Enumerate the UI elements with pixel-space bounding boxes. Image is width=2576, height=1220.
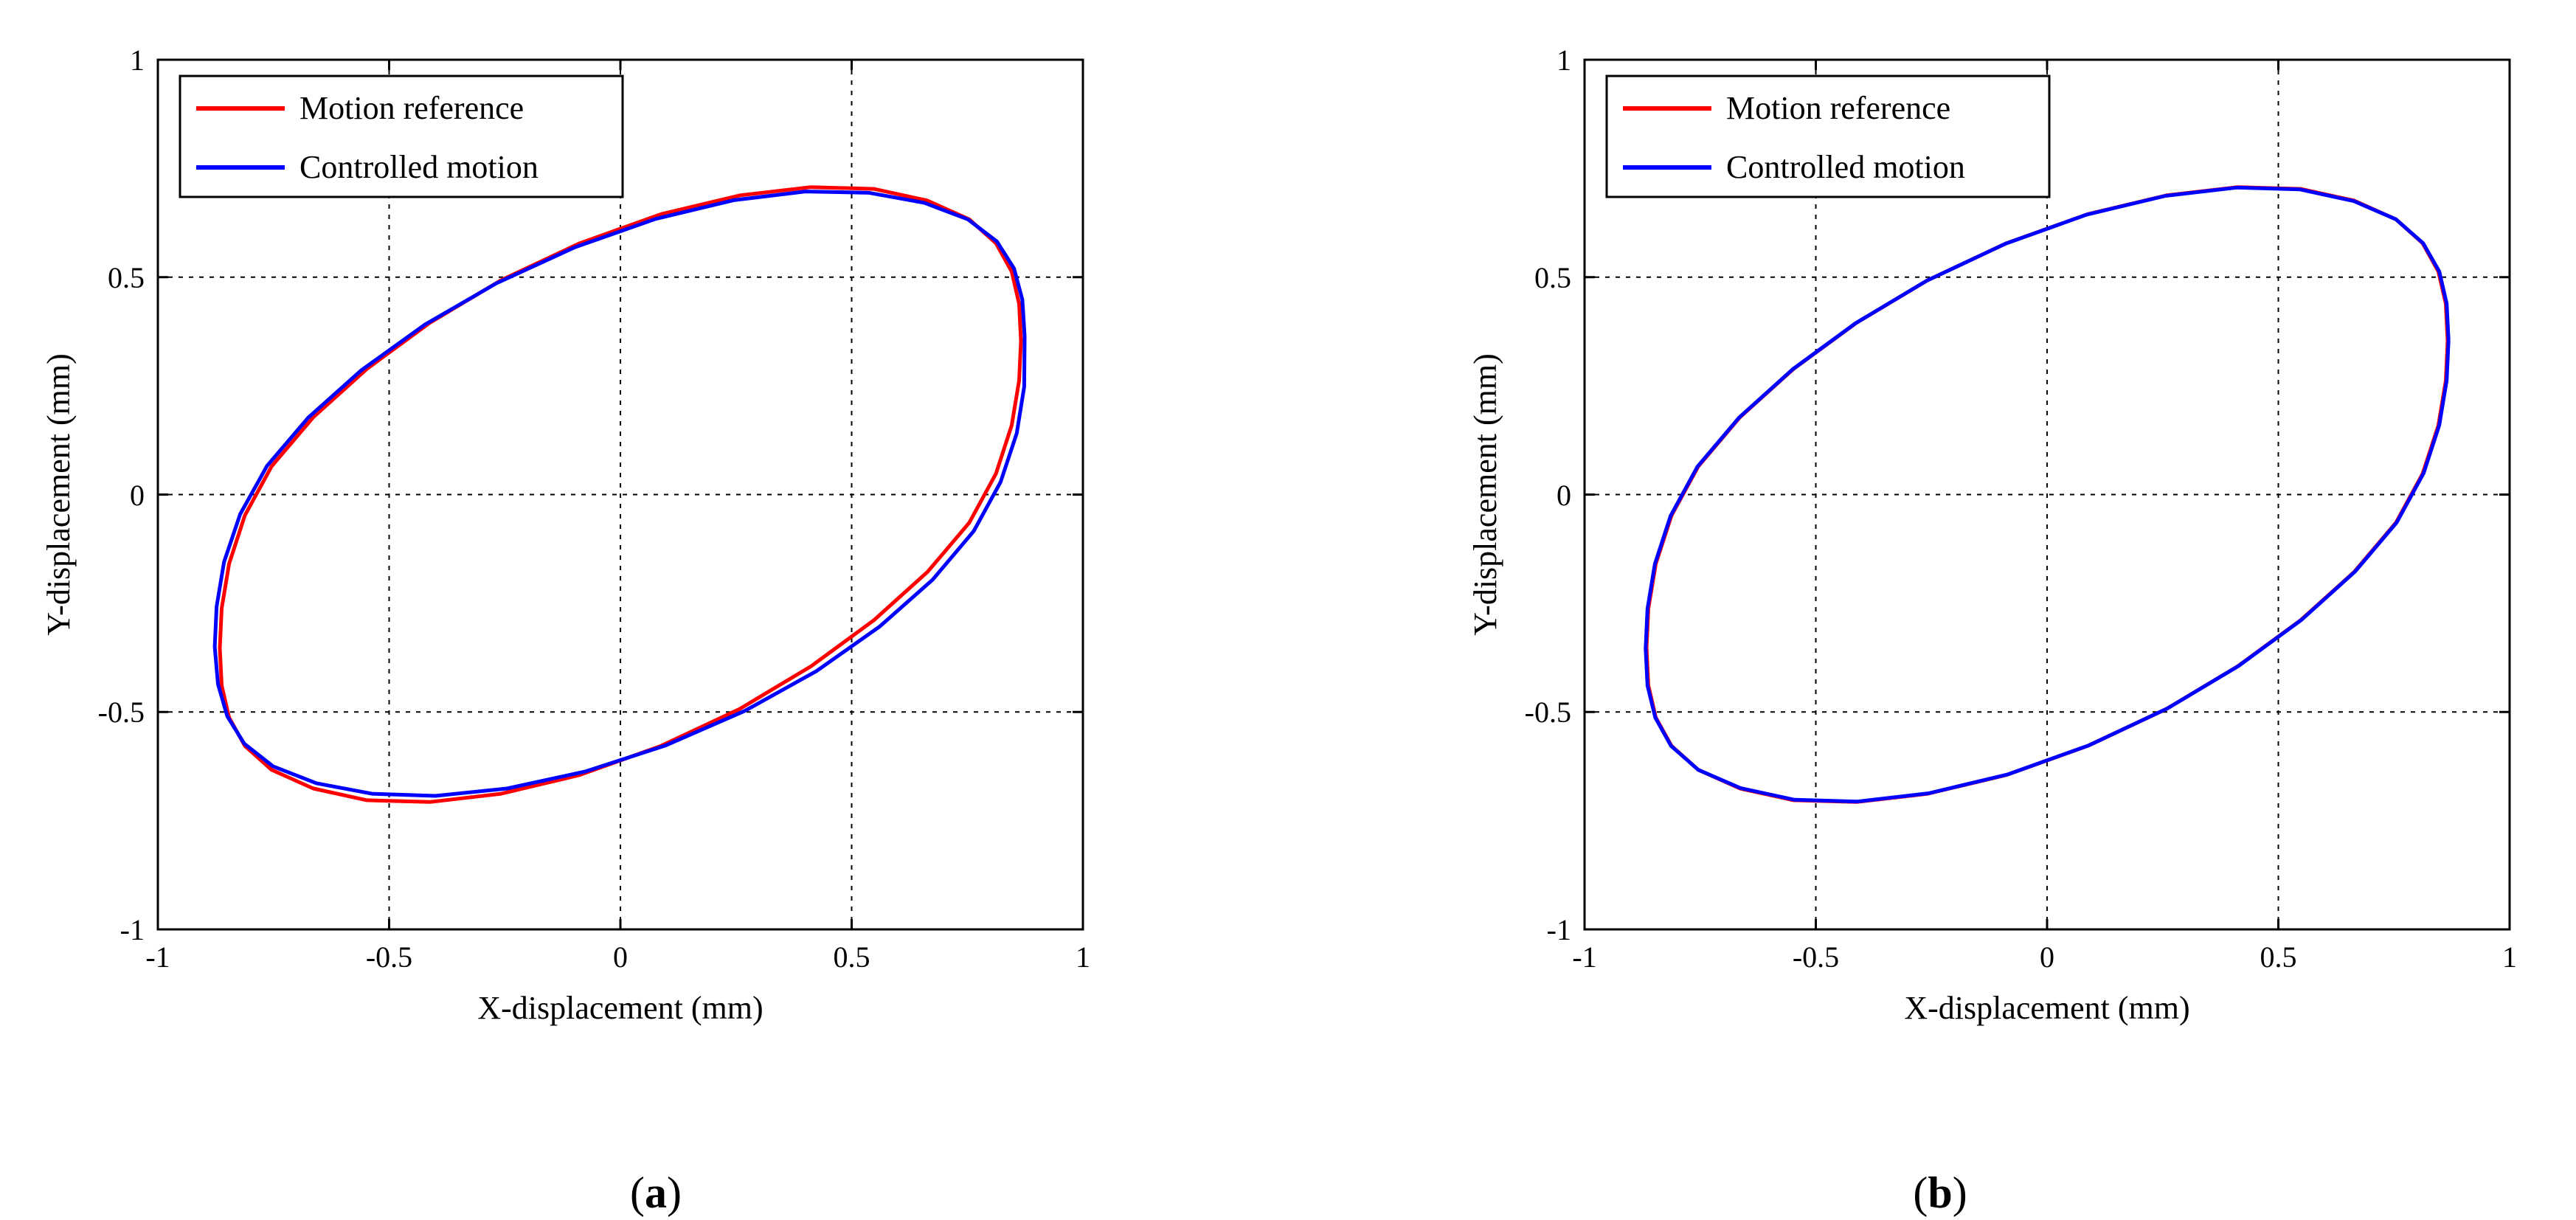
legend-box: [1605, 74, 2051, 198]
legend-label-controlled: Controlled motion: [1726, 149, 1965, 185]
x-tick-label: -1: [1572, 940, 1596, 974]
y-tick-label: -0.5: [1525, 696, 1571, 729]
legend-label-reference: Motion reference: [300, 90, 524, 126]
panel-b: -1 -0.5 0 0.5 1 -1 -0.5 0 0.5 1 X-displa…: [1467, 44, 2517, 1217]
tick-marks: [156, 58, 1084, 931]
panel-label: (b): [1913, 1168, 1967, 1217]
y-tick-label: 0: [130, 479, 145, 512]
y-tick-label: 0.5: [108, 261, 145, 294]
y-tick-label: 1: [130, 44, 145, 77]
y-axis-label: Y-displacement (mm): [1467, 353, 1503, 635]
series-line-reference: [218, 185, 1023, 804]
panel-a: -1 -0.5 0 0.5 1 -1 -0.5 0 0.5 1 X-displa…: [41, 44, 1090, 1217]
y-tick-label: -1: [120, 913, 145, 946]
panel-label-close: ): [1953, 1168, 1967, 1217]
x-tick-label: 1: [2502, 940, 2517, 974]
y-tick-label: -1: [1547, 913, 1571, 946]
x-tick-label: 1: [1076, 940, 1090, 974]
y-axis-label: Y-displacement (mm): [41, 353, 77, 635]
x-axis-label: X-displacement (mm): [1904, 990, 2189, 1026]
panel-label-open: (: [1913, 1168, 1928, 1217]
x-tick-label: 0: [2040, 940, 2054, 974]
panel-label: (a): [630, 1168, 682, 1217]
x-tick-label: -1: [145, 940, 170, 974]
x-tick-label: -0.5: [366, 940, 412, 974]
series-line-controlled: [1644, 185, 2451, 804]
panel-label-open: (: [630, 1168, 645, 1217]
legend-label-reference: Motion reference: [1726, 90, 1950, 126]
x-axis-label: X-displacement (mm): [477, 990, 763, 1026]
panel-label-letter: b: [1928, 1168, 1952, 1217]
x-tick-label: 0: [613, 940, 628, 974]
series-layer: [212, 185, 1027, 804]
grid-lines: [1585, 60, 2510, 929]
legend: Motion reference Controlled motion: [179, 74, 624, 198]
panel-label-close: ): [667, 1168, 682, 1217]
panel-label-letter: a: [645, 1168, 667, 1217]
tick-marks: [1583, 58, 2511, 931]
y-tick-label: 1: [1557, 44, 1571, 77]
x-tick-label: 0.5: [2260, 940, 2297, 974]
grid-lines: [158, 60, 1083, 929]
x-tick-label: 0.5: [834, 940, 870, 974]
y-tick-label: 0.5: [1534, 261, 1571, 294]
legend-box: [179, 74, 624, 198]
y-tick-label: 0: [1557, 479, 1571, 512]
x-tick-label: -0.5: [1793, 940, 1839, 974]
series-layer: [1644, 185, 2451, 804]
legend: Motion reference Controlled motion: [1605, 74, 2051, 198]
series-line-controlled: [212, 190, 1027, 798]
legend-label-controlled: Controlled motion: [300, 149, 539, 185]
y-tick-label: -0.5: [98, 696, 145, 729]
